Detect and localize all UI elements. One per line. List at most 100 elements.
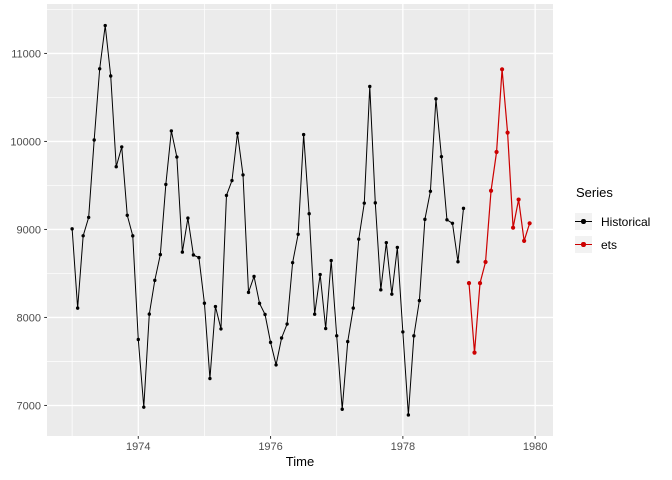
legend-entry-historical: Historical bbox=[575, 213, 650, 230]
data-point-historical bbox=[268, 340, 273, 345]
legend-key-ets-icon bbox=[575, 236, 592, 253]
data-point-historical bbox=[290, 260, 295, 265]
point-glyph-icon bbox=[581, 219, 586, 224]
data-point-historical bbox=[318, 272, 322, 277]
data-point-ets bbox=[516, 197, 521, 202]
data-point-historical bbox=[323, 326, 328, 331]
x-axis-tick-label: 1974 bbox=[126, 441, 150, 453]
data-point-historical bbox=[208, 376, 212, 381]
y-axis-tick-label: 10000 bbox=[10, 136, 41, 148]
data-point-historical bbox=[235, 131, 240, 135]
data-point-historical bbox=[340, 407, 344, 411]
series-line-ets bbox=[468, 69, 531, 353]
data-point-historical bbox=[406, 413, 411, 417]
data-point-historical bbox=[241, 173, 245, 177]
data-point-historical bbox=[279, 336, 284, 340]
legend-title: Series bbox=[576, 185, 613, 200]
data-point-historical bbox=[81, 234, 85, 238]
data-point-ets bbox=[505, 130, 510, 135]
data-point-historical bbox=[390, 292, 394, 296]
legend-entry-ets: ets bbox=[575, 236, 650, 253]
data-point-historical bbox=[434, 97, 438, 101]
data-point-historical bbox=[417, 298, 422, 303]
data-point-historical bbox=[158, 252, 163, 257]
data-point-historical bbox=[412, 334, 416, 338]
data-point-historical bbox=[439, 154, 444, 159]
data-point-historical bbox=[252, 274, 256, 279]
data-point-historical bbox=[92, 138, 96, 142]
data-point-historical bbox=[456, 260, 460, 264]
data-point-historical bbox=[120, 145, 124, 149]
data-point-historical bbox=[103, 23, 107, 28]
data-point-historical bbox=[147, 312, 151, 316]
data-point-historical bbox=[274, 363, 278, 367]
data-point-historical bbox=[153, 278, 157, 283]
data-point-historical bbox=[70, 227, 74, 231]
data-point-historical bbox=[329, 258, 333, 263]
data-point-historical bbox=[75, 306, 80, 310]
data-point-historical bbox=[379, 288, 383, 292]
data-point-historical bbox=[175, 155, 179, 159]
data-point-historical bbox=[450, 221, 455, 225]
data-point-historical bbox=[114, 165, 118, 169]
data-point-historical bbox=[401, 330, 405, 334]
data-point-historical bbox=[335, 334, 339, 338]
y-axis-tick-label: 8000 bbox=[17, 312, 41, 324]
data-point-historical bbox=[202, 301, 207, 305]
data-point-historical bbox=[351, 306, 355, 310]
data-point-historical bbox=[246, 290, 251, 295]
legend-entry-label-ets: ets bbox=[601, 237, 618, 252]
data-point-historical bbox=[445, 218, 449, 222]
data-point-ets bbox=[522, 238, 527, 243]
data-point-historical bbox=[191, 253, 196, 257]
legend: Series Historical ets bbox=[575, 185, 650, 259]
data-point-historical bbox=[230, 178, 234, 183]
data-point-historical bbox=[362, 201, 366, 205]
data-point-historical bbox=[384, 240, 389, 245]
data-point-historical bbox=[461, 206, 466, 211]
data-point-historical bbox=[180, 250, 185, 254]
data-point-historical bbox=[428, 189, 433, 193]
data-point-historical bbox=[395, 245, 400, 250]
data-point-ets bbox=[499, 67, 505, 72]
panel-background bbox=[47, 4, 553, 436]
data-point-historical bbox=[197, 255, 201, 260]
data-point-historical bbox=[142, 405, 146, 409]
data-point-ets bbox=[488, 188, 494, 193]
legend-key-historical-icon bbox=[575, 213, 592, 230]
data-point-historical bbox=[97, 67, 102, 71]
legend-entry-label-historical: Historical bbox=[601, 214, 651, 229]
data-point-historical bbox=[423, 217, 427, 222]
data-point-historical bbox=[86, 215, 91, 220]
data-point-historical bbox=[346, 339, 350, 344]
data-point-ets bbox=[510, 225, 516, 230]
data-point-historical bbox=[186, 216, 190, 220]
data-point-ets bbox=[483, 259, 488, 265]
x-axis-tick-label: 1980 bbox=[523, 441, 547, 453]
x-axis-tick-label: 1978 bbox=[391, 441, 415, 453]
data-point-historical bbox=[285, 322, 289, 326]
point-glyph-icon bbox=[581, 242, 586, 247]
data-point-ets bbox=[472, 350, 477, 355]
data-point-historical bbox=[169, 129, 174, 133]
y-axis-tick-label: 7000 bbox=[17, 400, 41, 412]
data-point-historical bbox=[136, 337, 140, 342]
series-line-historical bbox=[71, 25, 464, 416]
data-point-historical bbox=[224, 193, 229, 198]
data-point-historical bbox=[312, 312, 317, 316]
data-point-historical bbox=[219, 327, 223, 331]
data-point-historical bbox=[263, 312, 267, 317]
data-point-ets bbox=[477, 281, 483, 286]
data-point-historical bbox=[213, 304, 218, 309]
data-point-historical bbox=[257, 301, 262, 306]
data-point-historical bbox=[357, 237, 361, 241]
y-axis-tick-label: 9000 bbox=[17, 224, 41, 236]
data-point-ets bbox=[494, 149, 499, 155]
data-point-historical bbox=[125, 213, 129, 217]
data-point-historical bbox=[164, 182, 168, 187]
data-point-historical bbox=[368, 84, 372, 89]
data-point-ets bbox=[466, 281, 472, 286]
data-point-historical bbox=[109, 74, 113, 78]
